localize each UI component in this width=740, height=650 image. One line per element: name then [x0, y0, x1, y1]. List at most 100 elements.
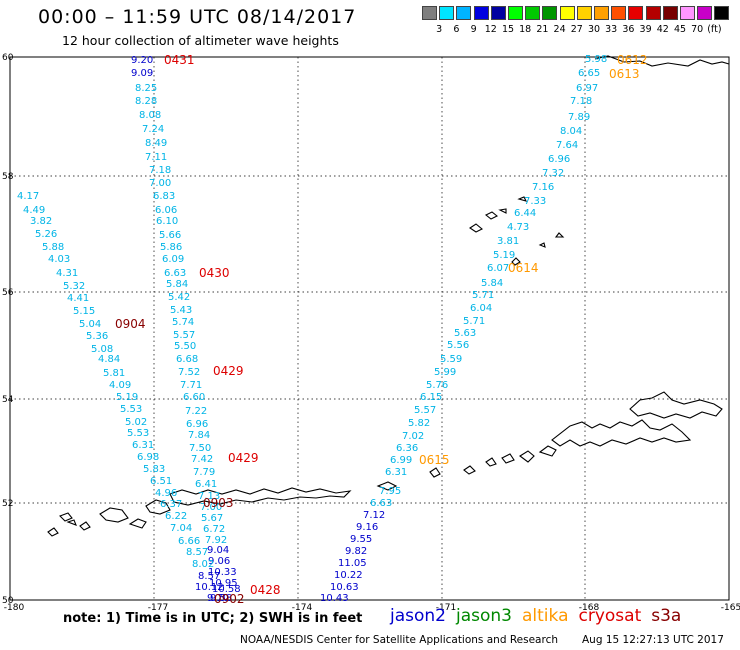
latitude-tick: 50 [2, 596, 14, 606]
wave-height-value: 6.60 [183, 392, 205, 403]
wave-height-value: 8.04 [560, 126, 582, 137]
wave-height-value: 5.99 [434, 367, 456, 378]
island-outline [554, 232, 565, 238]
pass-time-label: 0904 [115, 317, 146, 331]
wave-height-value: 5.71 [472, 290, 494, 301]
wave-height-value: 7.32 [542, 168, 564, 179]
island-outline [501, 453, 515, 464]
legend-jason2: jason2 [390, 606, 446, 626]
scale-label: 45 [673, 24, 687, 35]
wave-height-value: 6.51 [150, 476, 172, 487]
longitude-tick: -180 [4, 603, 25, 613]
longitude-tick: -174 [292, 603, 313, 613]
island-outline [538, 445, 557, 457]
pass-time-label: 0903 [203, 496, 234, 510]
wave-height-value: 7.04 [170, 523, 192, 534]
credit-line: NOAA/NESDIS Center for Satellite Applica… [240, 634, 558, 646]
pass-time-label: 0429 [228, 451, 259, 465]
island-outline [594, 55, 730, 67]
legend-altika: altika [522, 606, 569, 626]
wave-height-value: 8.25 [135, 83, 157, 94]
wave-height-value: 5.88 [42, 242, 64, 253]
axis-ticks: -180 -177 -174 -171 -168 -165 60 58 56 54 52 50 [2, 53, 740, 613]
island-outline [469, 223, 483, 233]
wave-height-value: 7.79 [193, 467, 215, 478]
map-grid [10, 57, 729, 600]
wave-height-value: 7.71 [180, 380, 202, 391]
legend-jason3: jason3 [456, 606, 512, 626]
wave-height-value: 7.33 [524, 196, 546, 207]
latitude-tick: 54 [2, 395, 14, 405]
wave-height-value: 7.12 [363, 510, 385, 521]
island-outline [47, 527, 59, 537]
island-outline [485, 457, 497, 467]
wave-height-value: 5.57 [414, 405, 436, 416]
wave-height-value: 8.08 [139, 110, 161, 121]
scale-swatch [542, 6, 558, 20]
wave-height-value: 6.10 [156, 216, 178, 227]
scale-label: 27 [570, 24, 583, 35]
wave-height-value: 11.05 [338, 558, 367, 569]
wave-height-value: 6.96 [548, 154, 570, 165]
scale-swatch [680, 6, 695, 20]
wave-height-value: 6.98 [137, 452, 159, 463]
wave-height-value: 8.02 [192, 559, 214, 570]
scale-label: 15 [501, 24, 515, 35]
latitude-tick: 58 [2, 172, 14, 182]
wave-height-value: 5.59 [440, 354, 462, 365]
wave-height-value: 7.24 [142, 124, 164, 135]
wave-height-value: 9.16 [356, 522, 378, 533]
wave-height-observations: 9.20 9.09 8.25 8.28 8.08 7.24 8.49 7.11 7.18 7.00… [17, 53, 648, 606]
island-outline [145, 499, 171, 515]
wave-height-value: 6.63 [370, 498, 392, 509]
scale-swatch [611, 6, 627, 20]
wave-height-value: 4.96 [155, 488, 177, 499]
wave-height-value: 6.97 [576, 83, 598, 94]
pass-time-label: 0613 [609, 67, 640, 81]
scale-swatch [697, 6, 713, 20]
island-outline [629, 391, 723, 419]
wave-height-value: 4.73 [507, 222, 529, 233]
scale-label: 33 [605, 24, 618, 35]
scale-label: 70 [691, 24, 704, 35]
pass-time-label: 0428 [250, 583, 281, 597]
wave-height-value: 7.02 [402, 431, 424, 442]
island-outline [519, 450, 535, 463]
wave-height-value: 10.22 [334, 570, 363, 581]
island-outline [66, 519, 77, 526]
island-outline [538, 242, 546, 248]
wave-height-value: 5.76 [426, 380, 448, 391]
wave-height-value: 9.55 [350, 534, 372, 545]
pass-time-label: 0430 [199, 266, 230, 280]
wave-height-value: 7.95 [379, 486, 401, 497]
wave-height-value: 5.98 [585, 54, 607, 65]
wave-height-value: 3.82 [30, 216, 52, 227]
wave-height-value: 5.02 [125, 417, 147, 428]
island-outline [376, 481, 398, 491]
wave-height-value: 3.81 [497, 236, 519, 247]
island-outline [498, 208, 507, 214]
wave-height-value: 6.66 [178, 536, 200, 547]
wave-height-value: 10.33 [208, 567, 237, 578]
island-outline [169, 487, 352, 506]
wave-height-value: 5.36 [86, 331, 108, 342]
wave-height-value: 10.12 [195, 582, 224, 593]
wave-height-value: 5.84 [166, 279, 188, 290]
wave-height-value: 9.70 [207, 593, 229, 604]
latitude-tick: 60 [2, 53, 14, 63]
wave-height-value: 8.28 [135, 96, 157, 107]
wave-height-value: 6.15 [420, 392, 442, 403]
wave-height-value: 5.67 [201, 513, 223, 524]
wave-height-value: 5.15 [73, 306, 95, 317]
wave-height-value: 7.11 [145, 152, 167, 163]
scale-label: 24 [553, 24, 566, 35]
wave-height-value: 10.58 [212, 584, 241, 595]
scale-swatch [714, 6, 730, 20]
wave-height-value: 5.84 [481, 278, 503, 289]
wave-height-value: 4.09 [109, 380, 131, 391]
wave-height-value: 6.63 [164, 268, 186, 279]
longitude-tick: -171 [436, 603, 456, 613]
wave-height-value: 5.32 [63, 281, 85, 292]
wave-height-value: 6.41 [195, 479, 217, 490]
